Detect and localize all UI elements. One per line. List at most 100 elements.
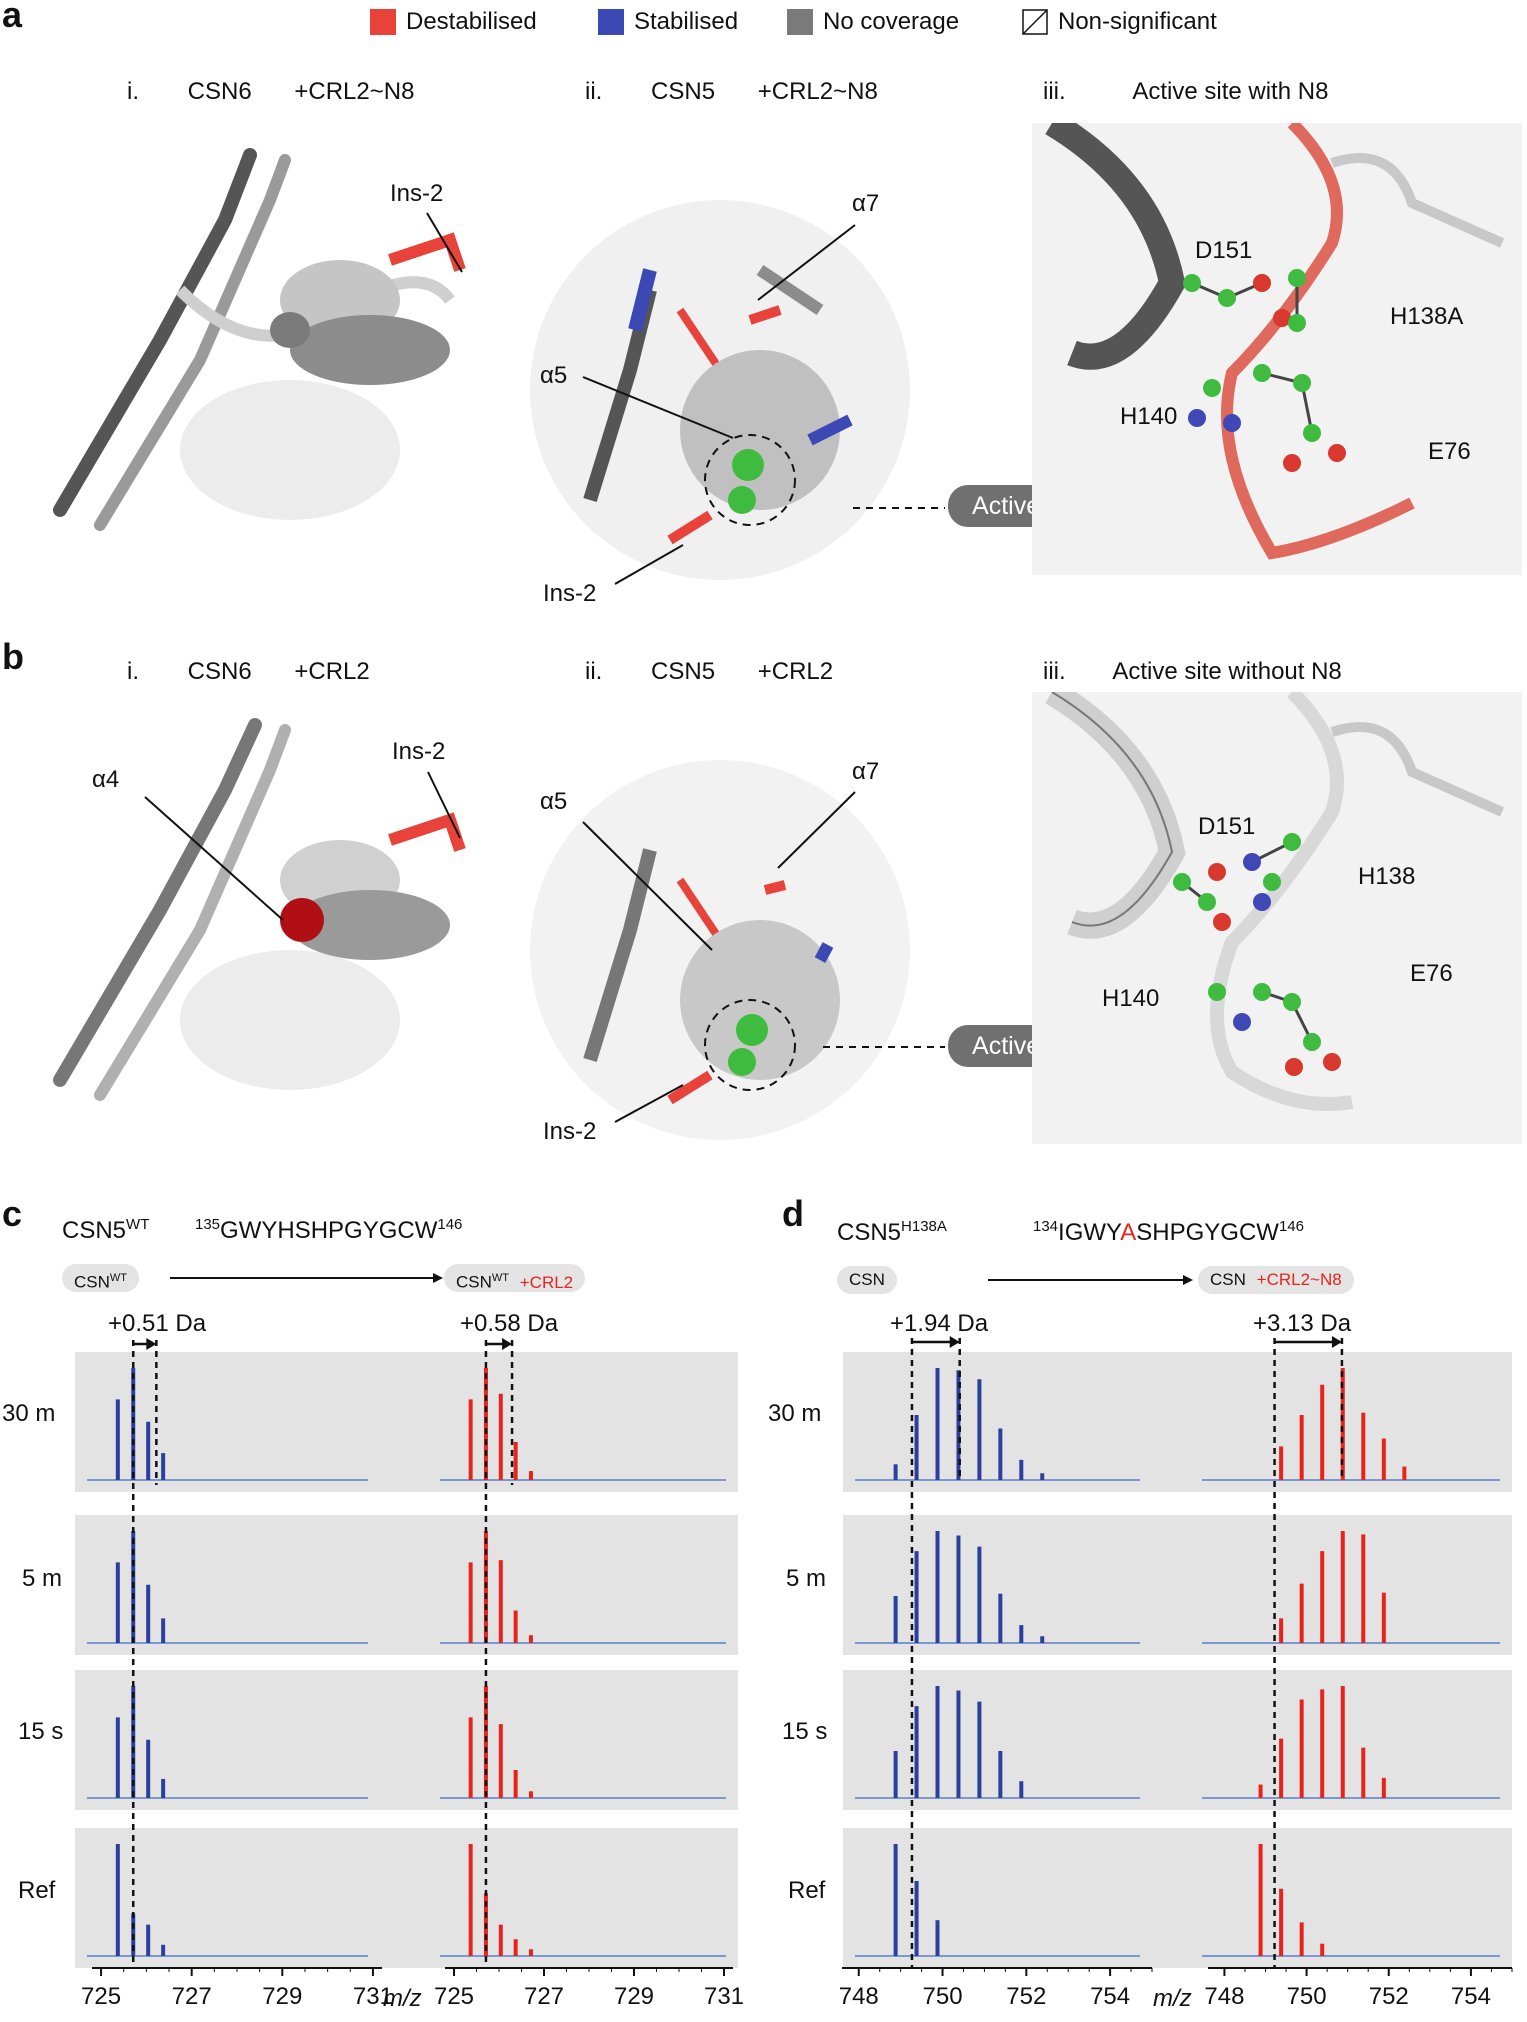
panel-a-ii-heading: ii. CSN5 +CRL2~N8 <box>585 78 878 106</box>
panel-c-peptide: 135GWYHSHPGYGCW146 <box>195 1216 462 1245</box>
label-alpha7: α7 <box>852 758 880 785</box>
peptide-sequence-post: SHPGYGCW <box>1136 1219 1279 1246</box>
pill-text: CSN <box>1210 1270 1246 1289</box>
x-tick-label: 731 <box>353 1983 393 2010</box>
label-alpha7: α7 <box>852 190 880 217</box>
label-ins2: Ins-2 <box>543 580 597 607</box>
legend-label: Destabilised <box>406 8 537 35</box>
protein-name: CSN6 <box>187 658 252 685</box>
spectrum-row-background <box>843 1828 1512 1968</box>
shift-arrow-head <box>146 1338 157 1350</box>
x-tick-label: 725 <box>434 1983 474 2010</box>
row-label-30m: 30 m <box>2 1400 56 1427</box>
peptide-end: 146 <box>437 1216 463 1233</box>
label-alpha5: α5 <box>540 362 568 389</box>
legend-swatch-red <box>370 9 396 35</box>
spectrum-row-background <box>75 1828 738 1968</box>
legend-swatch-blue <box>598 9 624 35</box>
pill-extra: +CRL2~N8 <box>1256 1270 1342 1289</box>
pill-csn-wt-crl2: CSNWT +CRL2 <box>444 1264 586 1292</box>
panel-b-i-heading: i. CSN6 +CRL2 <box>127 658 370 686</box>
residue-e76: E76 <box>1428 438 1471 465</box>
residue-d151: D151 <box>1198 813 1256 840</box>
panel-letter-d: d <box>782 1193 804 1234</box>
panel-c-protein: CSN5WT <box>62 1216 149 1245</box>
panel-b-iii-heading: iii. Active site without N8 <box>1043 658 1342 686</box>
subpanel-num: iii. <box>1043 78 1066 105</box>
mass-shift-right: +3.13 Da <box>1253 1310 1352 1337</box>
row-label-5m: 5 m <box>22 1565 63 1592</box>
mass-shift-left: +0.51 Da <box>108 1310 207 1337</box>
protein-name: CSN5 <box>837 1219 902 1246</box>
legend-label: Stabilised <box>634 8 739 35</box>
legend-stabilised: Stabilised <box>598 8 738 36</box>
legend-label: No coverage <box>823 8 960 35</box>
pill-csn-wt: CSNWT <box>62 1264 140 1292</box>
subpanel-num: iii. <box>1043 658 1066 685</box>
peptide-sequence: GWYHSHPGYGCW <box>220 1217 438 1244</box>
structure-csn5-crl2-n8 <box>530 200 910 580</box>
row-label-5m: 5 m <box>786 1565 827 1592</box>
x-tick-label: 731 <box>704 1983 744 2010</box>
legend-no-coverage: No coverage <box>787 8 959 36</box>
subpanel-title: Active site with N8 <box>1132 78 1329 105</box>
residue-h140: H140 <box>1120 403 1178 430</box>
panel-letter-b: b <box>2 636 24 677</box>
row-label-15s: 15 s <box>18 1718 64 1745</box>
label-alpha4: α4 <box>92 766 120 793</box>
residue-h138a: H138A <box>1390 303 1464 330</box>
subpanel-num: ii. <box>585 658 603 685</box>
subpanel-title: Active site without N8 <box>1112 658 1342 685</box>
label-ins2: Ins-2 <box>390 180 444 207</box>
x-tick-label: 748 <box>839 1983 879 2010</box>
legend-non-significant: Non-significant <box>1022 8 1217 36</box>
row-label-ref: Ref <box>788 1877 826 1904</box>
x-tick-label: 752 <box>1369 1983 1409 2010</box>
x-tick-label: 727 <box>172 1983 212 2010</box>
legend-swatch-hatched <box>1022 9 1048 35</box>
protein-superscript: WT <box>126 1216 150 1233</box>
x-tick-label: 754 <box>1451 1983 1491 2010</box>
pill-csn-crl2-n8: CSN +CRL2~N8 <box>1198 1266 1354 1294</box>
peptide-start: 134 <box>1033 1218 1059 1235</box>
spectrum-row-background <box>843 1670 1512 1810</box>
protein-superscript: H138A <box>901 1218 947 1235</box>
panel-letter-a: a <box>2 0 23 35</box>
x-tick-label: 752 <box>1006 1983 1046 2010</box>
pill-sup: WT <box>109 1272 128 1284</box>
active-site-with-n8 <box>1032 123 1522 575</box>
label-alpha5: α5 <box>540 788 568 815</box>
spectrum-row-background <box>75 1670 738 1810</box>
peptide-end: 146 <box>1278 1218 1304 1235</box>
panel-a-i-heading: i. CSN6 +CRL2~N8 <box>127 78 414 106</box>
residue-h140: H140 <box>1102 985 1160 1012</box>
spectrum-row-background <box>843 1352 1512 1492</box>
condition-arrow-head <box>433 1273 443 1283</box>
label-ins2: Ins-2 <box>543 1118 597 1145</box>
peptide-start: 135 <box>195 1216 221 1233</box>
x-tick-label: 754 <box>1090 1983 1130 2010</box>
panel-d-peptide: 134IGWYASHPGYGCW146 <box>1033 1218 1304 1247</box>
x-tick-label: 727 <box>524 1983 564 2010</box>
pill-text: CSN <box>456 1272 492 1292</box>
x-axis-label: m/z <box>383 1985 422 2012</box>
condition-arrow-head <box>1183 1275 1193 1285</box>
mass-shift-left: +1.94 Da <box>890 1310 989 1337</box>
protein-name: CSN5 <box>651 658 716 685</box>
panel-b-ii-heading: ii. CSN5 +CRL2 <box>585 658 833 686</box>
legend-destabilised: Destabilised <box>370 8 537 36</box>
mass-shift-right: +0.58 Da <box>460 1310 559 1337</box>
shift-arrow-head <box>949 1336 960 1348</box>
x-tick-label: 729 <box>262 1983 302 2010</box>
subpanel-num: ii. <box>585 78 603 105</box>
label-ins2: Ins-2 <box>392 738 446 765</box>
x-tick-label: 748 <box>1204 1983 1244 2010</box>
condition: +CRL2~N8 <box>294 78 415 105</box>
pill-extra: +CRL2 <box>519 1272 574 1292</box>
panel-a-iii-heading: iii. Active site with N8 <box>1043 78 1328 106</box>
shift-arrow-head <box>1331 1336 1342 1348</box>
shift-arrow-head <box>502 1338 513 1350</box>
